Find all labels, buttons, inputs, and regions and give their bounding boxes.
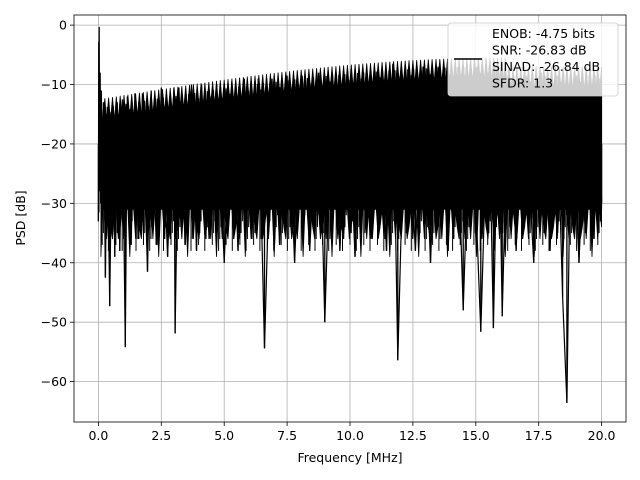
x-tick-label: 20.0 — [588, 428, 616, 443]
x-tick-label: 15.0 — [462, 428, 490, 443]
y-tick-label: −20 — [41, 136, 67, 151]
y-tick-label: 0 — [59, 18, 67, 33]
x-tick-label: 2.5 — [151, 428, 171, 443]
x-axis-ticks: 0.0 2.5 5.0 7.5 10.0 12.5 15.0 17.5 20.0 — [88, 422, 616, 443]
legend: ENOB: -4.75 bits SNR: -26.83 dB SINAD: -26… — [447, 22, 619, 97]
legend-line: SNR: -26.83 dB — [492, 43, 587, 58]
x-axis-label: Frequency [MHz] — [297, 450, 402, 465]
y-tick-label: −50 — [41, 315, 67, 330]
series-layer — [97, 26, 603, 404]
legend-line: ENOB: -4.75 bits — [492, 26, 595, 41]
y-tick-label: −60 — [41, 374, 67, 389]
y-tick-label: −10 — [41, 77, 67, 92]
x-tick-label: 0.0 — [88, 428, 108, 443]
y-axis-label: PSD [dB] — [13, 190, 28, 245]
y-axis-ticks: 0 −10 −20 −30 −40 −50 −60 — [41, 18, 74, 389]
legend-box — [447, 22, 619, 97]
x-tick-label: 17.5 — [525, 428, 553, 443]
x-tick-label: 12.5 — [399, 428, 427, 443]
legend-line: SFDR: 1.3 — [492, 76, 553, 91]
x-tick-label: 10.0 — [336, 428, 364, 443]
x-tick-label: 7.5 — [277, 428, 297, 443]
x-tick-label: 5.0 — [214, 428, 234, 443]
psd-line — [97, 26, 603, 404]
y-tick-label: −30 — [41, 196, 67, 211]
y-tick-label: −40 — [41, 255, 67, 270]
legend-series-label: ENOB: -4.75 bits SNR: -26.83 dB SINAD: -26… — [492, 26, 600, 91]
legend-line: SINAD: -26.84 dB — [492, 59, 600, 74]
